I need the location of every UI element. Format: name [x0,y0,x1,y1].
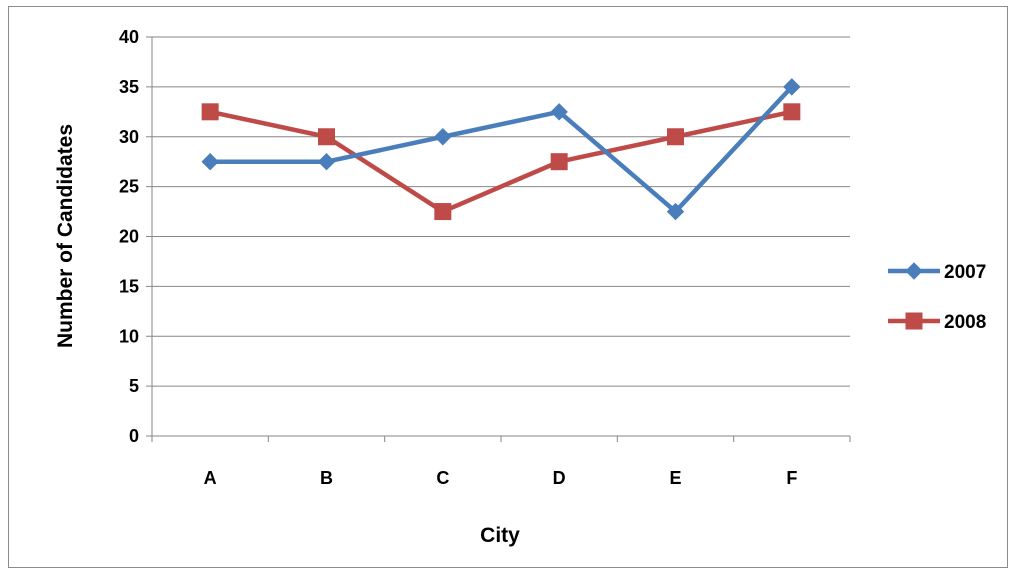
y-tick-label: 5 [129,376,139,396]
x-axis-title: City [480,524,520,547]
point-2007-C [434,128,452,146]
x-tick-label: F [786,468,797,488]
axes [146,36,851,442]
y-tick-label: 20 [119,227,139,247]
x-tick-label: D [553,468,566,488]
y-tick-label: 25 [119,177,139,197]
y-tick-label: 10 [119,326,139,346]
point-2008-D [550,153,568,171]
series-line-2008 [209,109,793,214]
x-tick-label: E [669,468,681,488]
chart-area [8,6,1008,568]
series-lines [209,85,794,214]
point-2008-A [201,103,219,121]
point-2008-B [318,128,335,146]
y-tick-label: 40 [119,27,139,47]
point-2008-C [434,203,452,221]
point-2007-E [666,202,685,221]
x-tick-label: C [436,468,449,488]
y-tick-label: 30 [119,127,139,147]
legend-label-2008: 2008 [944,312,986,333]
legend-label-2007: 2007 [944,262,986,283]
x-tick-label: B [320,468,333,488]
point-2007-D [550,103,568,121]
y-tick-label: 0 [129,426,139,446]
y-tick-labels: 0 5 10 15 20 25 30 35 40 [119,27,139,446]
point-2008-F [783,103,801,121]
y-tick-label: 15 [119,276,139,296]
point-2007-A [201,152,219,171]
point-2008-E [667,128,684,146]
series-markers [201,78,801,221]
gridlines [152,36,850,387]
point-2007-F [783,78,801,96]
x-tick-labels: A B C D E F [204,468,798,488]
x-tick-label: A [204,468,217,488]
y-tick-label: 35 [119,77,139,97]
y-axis-title: Number of Candidates [54,124,77,348]
series-line-2007 [210,85,794,214]
legend: 2007 2008 [888,262,986,333]
legend-marker-2008 [905,312,923,330]
point-2007-B [317,152,336,171]
legend-marker-2007 [905,262,923,280]
